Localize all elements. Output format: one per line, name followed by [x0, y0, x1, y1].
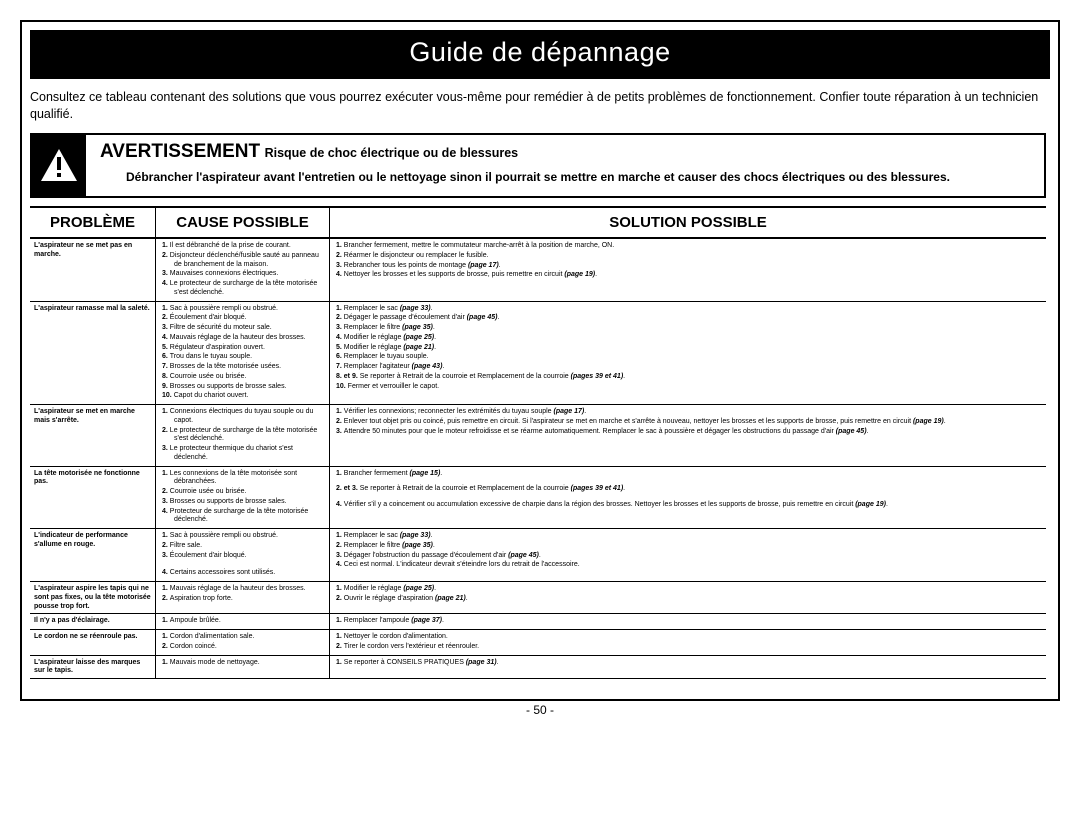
problem-cell: L'aspirateur ne se met pas en marche. — [30, 239, 155, 301]
table-row: L'indicateur de performance s'allume en … — [30, 529, 1046, 582]
cause-cell: Les connexions de la tête motorisée sont… — [155, 467, 330, 529]
intro-text: Consultez ce tableau contenant des solut… — [30, 89, 1050, 123]
warning-icon-cell — [32, 135, 86, 196]
table-row: Il n'y a pas d'éclairage.Ampoule brûlée.… — [30, 614, 1046, 630]
warning-block: AVERTISSEMENT Risque de choc électrique … — [30, 133, 1046, 198]
table-body: L'aspirateur ne se met pas en marche.Il … — [30, 239, 1046, 679]
table-row: L'aspirateur aspire les tapis qui ne son… — [30, 582, 1046, 614]
table-row: L'aspirateur ne se met pas en marche.Il … — [30, 239, 1046, 302]
problem-cell: L'indicateur de performance s'allume en … — [30, 529, 155, 581]
problem-cell: Le cordon ne se réenroule pas. — [30, 630, 155, 655]
table-row: L'aspirateur se met en marche mais s'arr… — [30, 405, 1046, 467]
cause-cell: Cordon d'alimentation sale.Cordon coincé… — [155, 630, 330, 655]
warning-text: AVERTISSEMENT Risque de choc électrique … — [86, 135, 1044, 196]
cause-cell: 1. Sac à poussière rempli ou obstrué.2. … — [155, 529, 330, 581]
problem-cell: L'aspirateur ramasse mal la saleté. — [30, 302, 155, 405]
cause-cell: Mauvais mode de nettoyage. — [155, 656, 330, 679]
header-solution: SOLUTION POSSIBLE — [330, 208, 1046, 237]
warning-icon — [39, 147, 79, 183]
solution-cell: Modifier le réglage (page 25).Ouvrir le … — [330, 582, 1046, 613]
solution-cell: Se reporter à CONSEILS PRATIQUES (page 3… — [330, 656, 1046, 679]
problem-cell: L'aspirateur aspire les tapis qui ne son… — [30, 582, 155, 613]
table-row: L'aspirateur laisse des marques sur le t… — [30, 656, 1046, 680]
warning-subheading: Risque de choc électrique ou de blessure… — [265, 146, 519, 160]
problem-cell: Il n'y a pas d'éclairage. — [30, 614, 155, 629]
table-row: L'aspirateur ramasse mal la saleté.Sac à… — [30, 302, 1046, 406]
solution-cell: Brancher fermement, mettre le commutateu… — [330, 239, 1046, 301]
solution-cell: Vérifier les connexions; reconnecter les… — [330, 405, 1046, 466]
troubleshooting-table: PROBLÈME CAUSE POSSIBLE SOLUTION POSSIBL… — [30, 206, 1046, 679]
problem-cell: L'aspirateur laisse des marques sur le t… — [30, 656, 155, 679]
outer-frame: Guide de dépannage Consultez ce tableau … — [20, 20, 1060, 701]
problem-cell: La tête motorisée ne fonctionne pas. — [30, 467, 155, 529]
problem-cell: L'aspirateur se met en marche mais s'arr… — [30, 405, 155, 466]
cause-cell: Sac à poussière rempli ou obstrué.Écoule… — [155, 302, 330, 405]
header-cause: CAUSE POSSIBLE — [155, 208, 330, 237]
cause-cell: Ampoule brûlée. — [155, 614, 330, 629]
cause-cell: Connexions électriques du tuyau souple o… — [155, 405, 330, 466]
header-problem: PROBLÈME — [30, 208, 155, 237]
table-row: Le cordon ne se réenroule pas.Cordon d'a… — [30, 630, 1046, 656]
table-header-row: PROBLÈME CAUSE POSSIBLE SOLUTION POSSIBL… — [30, 208, 1046, 239]
warning-body: Débrancher l'aspirateur avant l'entretie… — [100, 169, 1026, 186]
page-title: Guide de dépannage — [30, 30, 1050, 79]
solution-cell: 1. Brancher fermement (page 15).2. et 3.… — [330, 467, 1046, 529]
table-row: La tête motorisée ne fonctionne pas.Les … — [30, 467, 1046, 530]
page-number: - 50 - — [20, 703, 1060, 717]
solution-cell: Remplacer l'ampoule (page 37). — [330, 614, 1046, 629]
solution-cell: Nettoyer le cordon d'alimentation.Tirer … — [330, 630, 1046, 655]
warning-heading: AVERTISSEMENT — [100, 141, 260, 162]
cause-cell: Mauvais réglage de la hauteur des brosse… — [155, 582, 330, 613]
solution-cell: 1. Remplacer le sac (page 33).2. Remplac… — [330, 529, 1046, 581]
solution-cell: Remplacer le sac (page 33).Dégager le pa… — [330, 302, 1046, 405]
cause-cell: Il est débranché de la prise de courant.… — [155, 239, 330, 301]
